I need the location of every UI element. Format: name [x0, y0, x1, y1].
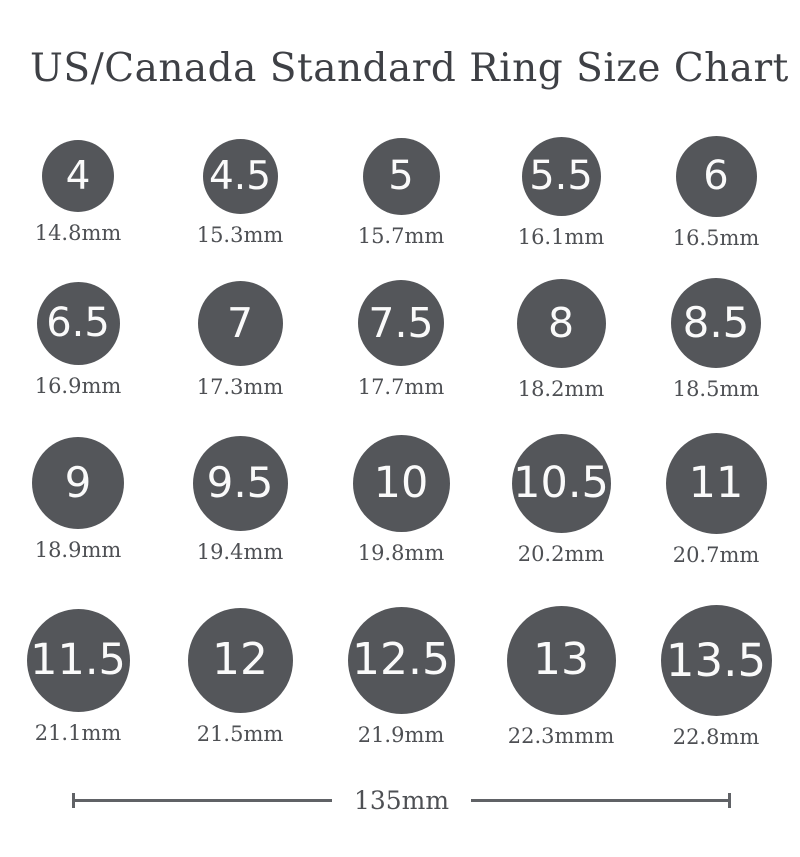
- ring-diameter-label: 18.5mm: [672, 377, 760, 401]
- ring-diameter-label: 21.9mm: [357, 722, 445, 747]
- ring-size-cell: 12 21.5mm: [165, 607, 315, 746]
- ring-size-cell: 11 20.7mm: [641, 432, 791, 567]
- ruler-length-label: 135mm: [353, 785, 450, 815]
- ring-size-cell: 10 19.8mm: [326, 434, 476, 565]
- ring-size-number: 12: [212, 634, 268, 685]
- ring-size-cell: 6.5 16.9mm: [3, 281, 153, 398]
- ring-size-cell: 5.5 16.1mm: [486, 136, 636, 249]
- ring-size-number: 4: [65, 153, 91, 199]
- ring-size-cell: 11.5 21.1mm: [3, 608, 153, 745]
- ring-size-circle: 6: [675, 135, 757, 217]
- ring-size-number: 7: [226, 298, 254, 347]
- ring-size-cell: 6 16.5mm: [641, 135, 791, 250]
- ring-size-cell: 9 18.9mm: [3, 437, 153, 562]
- ring-size-circle: 13.5: [660, 604, 772, 716]
- ring-size-circle: 7: [197, 280, 283, 366]
- ring-diameter-label: 19.8mm: [357, 540, 445, 565]
- ring-size-cell: 7 17.3mm: [165, 280, 315, 399]
- ring-diameter-label: 16.1mm: [517, 224, 605, 249]
- ring-diameter-label: 22.3mmm: [507, 723, 615, 748]
- ring-size-number: 6: [703, 153, 729, 199]
- ring-size-circle: 9: [32, 437, 124, 529]
- ring-size-cell: 4 14.8mm: [3, 140, 153, 245]
- ring-size-circle: 5.5: [521, 136, 601, 216]
- ruler-left-tick: [72, 792, 75, 808]
- ring-size-circle: 11.5: [26, 608, 130, 712]
- ring-diameter-label: 21.1mm: [34, 720, 122, 745]
- ring-size-number: 13.5: [665, 633, 767, 687]
- ring-size-cell: 8.5 18.5mm: [641, 278, 791, 401]
- ring-size-cell: 12.5 21.9mm: [326, 606, 476, 747]
- ring-size-cell: 10.5 20.2mm: [486, 433, 636, 566]
- ring-diameter-label: 21.5mm: [196, 721, 284, 746]
- ring-size-cell: 5 15.7mm: [326, 137, 476, 248]
- ring-size-number: 5: [388, 153, 414, 199]
- ruler-right-bar: [471, 798, 729, 802]
- ring-diameter-label: 16.9mm: [34, 373, 122, 398]
- ring-size-number: 11.5: [30, 634, 126, 685]
- ring-diameter-label: 17.3mm: [196, 374, 284, 399]
- ring-size-circle: 8.5: [671, 278, 761, 368]
- ring-diameter-label: 17.7mm: [357, 375, 445, 399]
- ring-size-number: 12.5: [352, 634, 450, 685]
- ring-diameter-label: 18.2mm: [517, 376, 605, 401]
- ring-size-cell: 13 22.3mmm: [486, 605, 636, 748]
- ring-size-circle: 13: [506, 605, 616, 715]
- ring-diameter-label: 15.7mm: [357, 223, 445, 248]
- ring-size-circle: 6.5: [36, 281, 120, 365]
- ring-size-number: 13: [533, 634, 589, 685]
- ring-diameter-label: 18.9mm: [34, 538, 122, 562]
- ring-diameter-label: 20.2mm: [517, 541, 605, 566]
- ring-diameter-label: 15.3mm: [196, 222, 284, 247]
- ring-diameter-label: 22.8mm: [672, 724, 760, 749]
- ring-size-circle: 4.5: [202, 138, 278, 214]
- ruler-right-tick: [728, 792, 732, 808]
- ring-size-number: 8.5: [682, 298, 750, 347]
- ring-size-number: 10.5: [513, 457, 609, 508]
- ring-size-circle: 10.5: [511, 433, 611, 533]
- ring-size-circle: 10: [352, 434, 450, 532]
- ruler-left-bar: [75, 798, 332, 802]
- ring-size-circle: 4: [42, 140, 114, 212]
- ring-size-circle: 9.5: [192, 435, 288, 531]
- ring-size-cell: 9.5 19.4mm: [165, 435, 315, 564]
- ring-size-number: 10: [373, 457, 429, 508]
- ring-size-circle: 7.5: [358, 280, 444, 366]
- ring-diameter-label: 14.8mm: [34, 221, 122, 245]
- ring-size-cell: 4.5 15.3mm: [165, 138, 315, 247]
- ring-size-circle: 8: [516, 278, 606, 368]
- ring-size-cell: 13.5 22.8mm: [641, 604, 791, 749]
- page-title: US/Canada Standard Ring Size Chart: [30, 46, 789, 91]
- ring-size-circle: 11: [665, 432, 767, 534]
- ring-size-circle: 12: [187, 607, 293, 713]
- ring-size-number: 8: [547, 298, 575, 347]
- ring-size-circle: 12.5: [347, 606, 455, 714]
- ring-size-number: 9.5: [206, 458, 274, 507]
- scale-ruler: 135mm: [72, 785, 732, 815]
- ring-diameter-label: 19.4mm: [196, 539, 284, 564]
- ring-size-number: 11: [688, 457, 744, 508]
- ring-size-circle: 5: [362, 137, 440, 215]
- ring-size-number: 5.5: [529, 153, 593, 199]
- ring-diameter-label: 16.5mm: [672, 225, 760, 250]
- ring-size-number: 4.5: [208, 153, 272, 199]
- ring-size-number: 7.5: [368, 298, 434, 347]
- ring-diameter-label: 20.7mm: [672, 542, 760, 567]
- ring-size-cell: 8 18.2mm: [486, 278, 636, 401]
- ring-size-number: 9: [64, 458, 92, 507]
- ring-size-number: 6.5: [46, 300, 110, 346]
- ring-size-cell: 7.5 17.7mm: [326, 280, 476, 399]
